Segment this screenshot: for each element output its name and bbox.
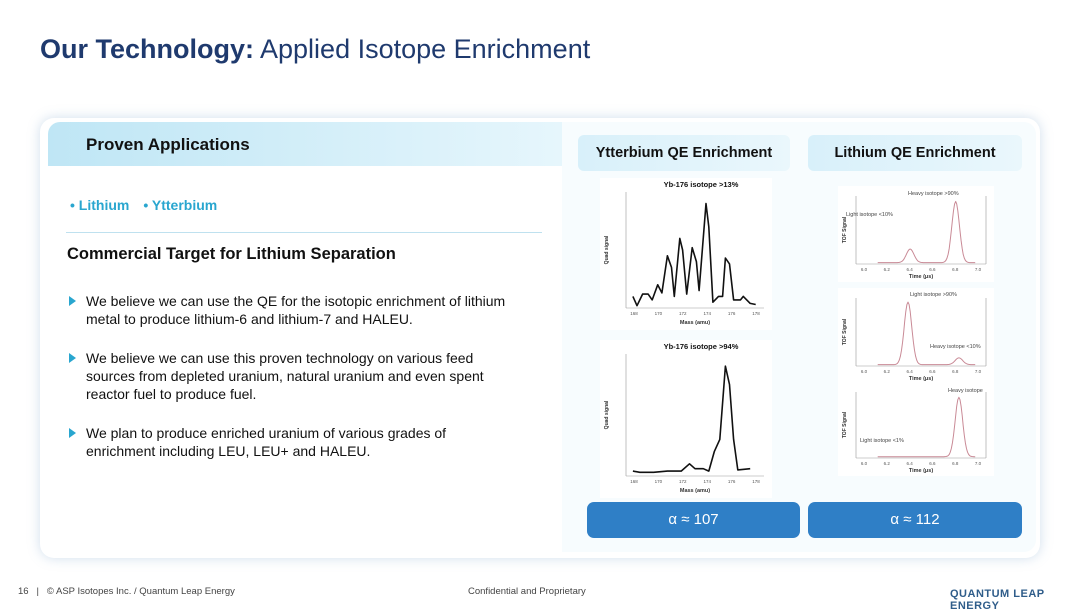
- y-axis-label: TOF Signal: [842, 216, 848, 243]
- y-axis-label: Quad signal: [604, 400, 610, 429]
- company-logo: QUANTUM LEAP ENERGY: [950, 588, 1080, 612]
- x-tick-label: 6.6: [929, 267, 936, 272]
- y-axis-label: TOF Signal: [842, 411, 848, 438]
- series-line: [877, 200, 976, 264]
- x-tick-label: 6.0: [861, 369, 868, 374]
- x-tick-label: 168: [630, 479, 638, 484]
- yb-chart-1: 168 170 172 174 176 178 Mass (amu) Quad signal Y…: [600, 178, 772, 330]
- application-tags: • Lithium • Ytterbium: [70, 197, 231, 213]
- tag-lithium: • Lithium: [70, 197, 130, 213]
- yb-chart-2: 168 170 172 174 176 178 Mass (amu) Quad signal Y…: [600, 340, 772, 498]
- x-tick-label: 6.8: [952, 267, 959, 272]
- x-tick-label: 170: [655, 311, 663, 316]
- y-axis-label: Quad signal: [604, 235, 610, 264]
- x-tick-label: 6.0: [861, 267, 868, 272]
- title-bold: Our Technology:: [40, 34, 254, 64]
- x-tick-label: 6.6: [929, 461, 936, 466]
- li-chart-2: 6.0 6.2 6.4 6.6 6.8 7.0 Time (μs) TOF Signal Lig…: [838, 288, 994, 384]
- series-line: [877, 301, 976, 366]
- x-tick-label: 6.2: [884, 369, 891, 374]
- ytterbium-alpha: α ≈ 107: [587, 502, 800, 538]
- x-tick-label: 7.0: [975, 461, 982, 466]
- peak-annotation: Light isotope >90%: [910, 292, 957, 298]
- x-tick-label: 168: [630, 311, 638, 316]
- x-tick-label: 6.0: [861, 461, 868, 466]
- logo-text: QUANTUM LEAP ENERGY: [950, 588, 1045, 612]
- footer-separator: |: [36, 586, 39, 597]
- x-axis-label: Time (μs): [909, 468, 934, 474]
- li-chart-3: 6.0 6.2 6.4 6.6 6.8 7.0 Time (μs) TOF Signal Hea…: [838, 382, 994, 476]
- title-rest: Applied Isotope Enrichment: [254, 34, 591, 64]
- page-number: 16: [18, 586, 29, 597]
- x-tick-label: 170: [655, 479, 663, 484]
- peak-annotation: Heavy isotope: [948, 388, 983, 394]
- lithium-alpha: α ≈ 112: [808, 502, 1022, 538]
- x-tick-label: 6.4: [906, 369, 913, 374]
- x-tick-label: 7.0: [975, 267, 982, 272]
- x-tick-label: 178: [752, 479, 760, 484]
- x-axis-label: Mass (amu): [680, 320, 710, 326]
- x-axis-label: Mass (amu): [680, 488, 710, 494]
- series-line: [877, 396, 976, 458]
- x-axis-label: Time (μs): [909, 274, 934, 280]
- peak-annotation: Light isotope <1%: [860, 438, 904, 444]
- subheading: Commercial Target for Lithium Separation: [67, 245, 396, 263]
- x-tick-label: 6.6: [929, 369, 936, 374]
- lithium-header: Lithium QE Enrichment: [808, 135, 1022, 171]
- x-tick-label: 172: [679, 479, 687, 484]
- x-tick-label: 178: [752, 311, 760, 316]
- proven-applications-header: Proven Applications: [48, 122, 562, 166]
- confidential-label: Confidential and Proprietary: [468, 586, 586, 597]
- x-tick-label: 6.2: [884, 461, 891, 466]
- copyright: © ASP Isotopes Inc. / Quantum Leap Energ…: [46, 586, 235, 597]
- chart-title: Yb-176 isotope >13%: [664, 180, 739, 189]
- series-line: [632, 365, 751, 474]
- peak-annotation: Heavy isotope <10%: [930, 344, 981, 350]
- x-tick-label: 7.0: [975, 369, 982, 374]
- peak-annotation: Heavy isotope >90%: [908, 191, 959, 197]
- chart-title: Yb-176 isotope >94%: [664, 342, 739, 351]
- x-tick-label: 6.4: [906, 461, 913, 466]
- page-title: Our Technology: Applied Isotope Enrichme…: [40, 34, 590, 65]
- x-tick-label: 6.8: [952, 461, 959, 466]
- bullet-item: We plan to produce enriched uranium of v…: [68, 424, 508, 460]
- y-axis-label: TOF Signal: [842, 318, 848, 345]
- ytterbium-header: Ytterbium QE Enrichment: [578, 135, 790, 171]
- x-tick-label: 174: [703, 479, 711, 484]
- x-tick-label: 6.2: [884, 267, 891, 272]
- x-tick-label: 172: [679, 311, 687, 316]
- bullet-list: We believe we can use the QE for the iso…: [68, 292, 508, 481]
- x-tick-label: 174: [703, 311, 711, 316]
- bullet-item: We believe we can use this proven techno…: [68, 349, 508, 403]
- divider: [66, 232, 542, 233]
- bullet-item: We believe we can use the QE for the iso…: [68, 292, 508, 328]
- li-chart-1: 6.0 6.2 6.4 6.6 6.8 7.0 Time (μs) TOF Signal Hea…: [838, 186, 994, 282]
- series-line: [632, 202, 756, 307]
- x-tick-label: 176: [728, 479, 736, 484]
- x-tick-label: 6.8: [952, 369, 959, 374]
- peak-annotation: Light isotope <10%: [846, 212, 893, 218]
- x-axis-label: Time (μs): [909, 376, 934, 382]
- x-tick-label: 6.4: [906, 267, 913, 272]
- footer-left: 16 | © ASP Isotopes Inc. / Quantum Leap …: [18, 586, 235, 597]
- tag-ytterbium: • Ytterbium: [143, 197, 218, 213]
- x-tick-label: 176: [728, 311, 736, 316]
